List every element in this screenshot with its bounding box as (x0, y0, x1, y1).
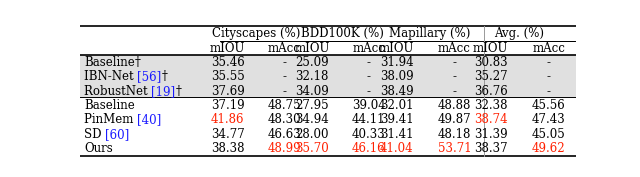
Bar (80, 84, 576, 98)
Text: †: † (134, 56, 141, 69)
Text: 32.38: 32.38 (474, 99, 508, 112)
Text: 31.41: 31.41 (380, 128, 413, 141)
Text: 31.39: 31.39 (474, 128, 508, 141)
Text: Baseline: Baseline (84, 56, 134, 69)
Text: PinMem: PinMem (84, 113, 137, 126)
Text: 49.87: 49.87 (438, 113, 471, 126)
Text: 39.04: 39.04 (352, 99, 385, 112)
Text: 32.01: 32.01 (380, 99, 413, 112)
Text: -: - (452, 56, 456, 69)
Text: -: - (282, 85, 286, 98)
Text: Cityscapes (%): Cityscapes (%) (212, 27, 300, 40)
Text: 37.69: 37.69 (211, 85, 244, 98)
Text: IBN-Net: IBN-Net (84, 70, 138, 83)
Text: Ours: Ours (84, 142, 113, 155)
Text: 48.88: 48.88 (438, 99, 471, 112)
Text: 48.18: 48.18 (438, 128, 471, 141)
Text: 38.49: 38.49 (380, 85, 413, 98)
Text: 27.95: 27.95 (295, 99, 329, 112)
Text: RobustNet: RobustNet (84, 85, 151, 98)
Text: 34.77: 34.77 (211, 128, 244, 141)
Text: -: - (367, 56, 371, 69)
Text: mAcc: mAcc (352, 42, 385, 55)
Text: BDD100K (%): BDD100K (%) (301, 27, 384, 40)
Text: 30.83: 30.83 (474, 56, 508, 69)
Text: 36.76: 36.76 (474, 85, 508, 98)
Text: 25.09: 25.09 (295, 56, 329, 69)
Text: mIOU: mIOU (210, 42, 246, 55)
Text: †: † (161, 70, 168, 83)
Bar (80, 55, 576, 70)
Text: 38.09: 38.09 (380, 70, 413, 83)
Bar (80, 70, 576, 84)
Text: Avg. (%): Avg. (%) (494, 27, 544, 40)
Text: 48.99: 48.99 (268, 142, 301, 155)
Text: 48.30: 48.30 (268, 113, 301, 126)
Text: -: - (547, 85, 550, 98)
Text: 35.46: 35.46 (211, 56, 244, 69)
Text: -: - (282, 56, 286, 69)
Text: -: - (367, 85, 371, 98)
Text: mAcc: mAcc (268, 42, 301, 55)
Text: [60]: [60] (105, 128, 129, 141)
Text: Mapillary (%): Mapillary (%) (389, 27, 470, 40)
Text: -: - (547, 56, 550, 69)
Text: 35.70: 35.70 (295, 142, 329, 155)
Text: Baseline: Baseline (84, 99, 134, 112)
Text: 35.27: 35.27 (474, 70, 508, 83)
Text: SD: SD (84, 128, 105, 141)
Text: 48.75: 48.75 (268, 99, 301, 112)
Text: 28.00: 28.00 (296, 128, 329, 141)
Text: 32.18: 32.18 (296, 70, 329, 83)
Text: [19]: [19] (151, 85, 175, 98)
Text: mIOU: mIOU (473, 42, 508, 55)
Text: -: - (452, 70, 456, 83)
Text: mAcc: mAcc (438, 42, 471, 55)
Text: -: - (452, 85, 456, 98)
Text: mIOU: mIOU (294, 42, 330, 55)
Text: 35.55: 35.55 (211, 70, 244, 83)
Text: [56]: [56] (138, 70, 161, 83)
Text: 44.11: 44.11 (352, 113, 385, 126)
Text: 46.16: 46.16 (352, 142, 385, 155)
Text: -: - (282, 70, 286, 83)
Text: mAcc: mAcc (532, 42, 565, 55)
Text: 34.94: 34.94 (295, 113, 329, 126)
Text: 41.04: 41.04 (380, 142, 413, 155)
Text: 47.43: 47.43 (532, 113, 566, 126)
Text: 34.09: 34.09 (295, 85, 329, 98)
Text: 38.37: 38.37 (474, 142, 508, 155)
Text: 41.86: 41.86 (211, 113, 244, 126)
Text: -: - (367, 70, 371, 83)
Text: -: - (547, 70, 550, 83)
Text: [40]: [40] (137, 113, 161, 126)
Text: †: † (175, 85, 181, 98)
Text: 46.63: 46.63 (268, 128, 301, 141)
Text: 53.71: 53.71 (438, 142, 471, 155)
Text: 45.05: 45.05 (532, 128, 566, 141)
Text: 31.94: 31.94 (380, 56, 413, 69)
Text: 39.41: 39.41 (380, 113, 413, 126)
Text: 37.19: 37.19 (211, 99, 244, 112)
Text: 45.56: 45.56 (532, 99, 566, 112)
Text: 38.38: 38.38 (211, 142, 244, 155)
Text: 40.33: 40.33 (352, 128, 385, 141)
Text: 38.74: 38.74 (474, 113, 508, 126)
Text: mIOU: mIOU (379, 42, 414, 55)
Text: 49.62: 49.62 (532, 142, 566, 155)
